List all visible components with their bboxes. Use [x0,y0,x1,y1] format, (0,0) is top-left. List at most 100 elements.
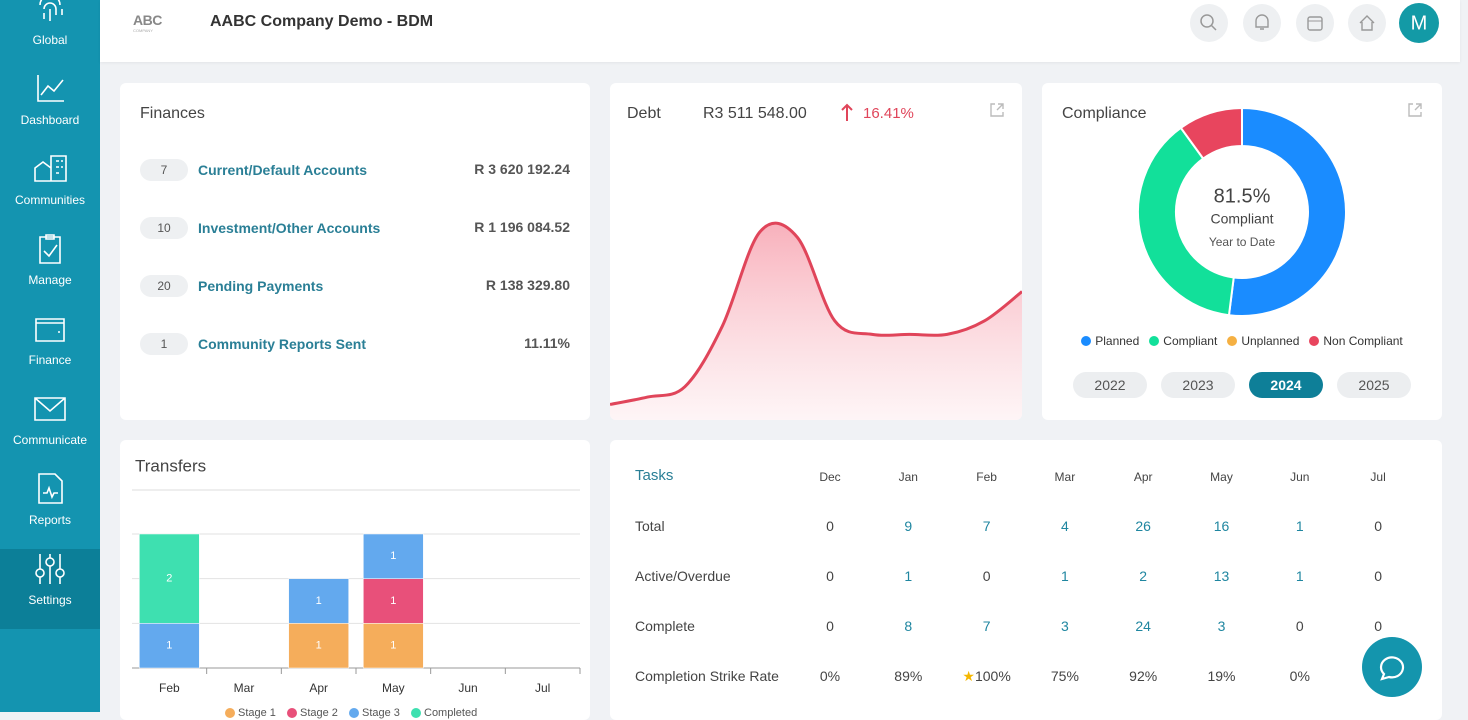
year-tab[interactable]: 2022 [1073,372,1147,398]
table-cell: 0 [1348,518,1408,534]
legend-dot [349,708,359,718]
year-tab[interactable]: 2024 [1249,372,1323,398]
table-cell: 0 [1270,618,1330,634]
row-label: Total [635,518,665,534]
x-tick-label: Mar [234,681,255,695]
cell-value: 0 [1295,618,1304,634]
bar-label: 1 [166,640,172,652]
nav-item[interactable]: Communities [0,149,100,229]
account-amount: R 1 196 084.52 [474,219,570,235]
column-header: Apr [1133,470,1153,484]
cell-value: 0 [1374,518,1382,534]
year-tabs: 2022 2023 2024 2025 [1042,372,1442,398]
count-pill: 20 [140,275,188,297]
cell-value: 0 [982,568,991,584]
home-button[interactable] [1348,4,1386,42]
account-link[interactable]: Investment/Other Accounts [198,220,381,236]
cell-value: 13 [1213,568,1230,584]
table-cell: 0% [800,668,860,684]
bar-label: 1 [390,595,396,607]
table-cell: 0 [957,568,1017,584]
nav-item[interactable]: Manage [0,229,100,309]
legend-dot [1149,336,1160,346]
cell-value: 89% [894,668,923,684]
transfers-card: Transfers Feb 1 2 Mar Apr 1 1 May 1 1 1 Jun Jul Stage… [120,440,590,720]
bar-segment [288,623,349,669]
table-cell: 3 [1035,618,1095,634]
account-link[interactable]: Community Reports Sent [198,336,367,352]
logo: ABC [133,12,162,28]
header: ABC COMPANY AABC Company Demo - BDM M [100,0,1460,62]
legend-dot [1227,336,1238,346]
bar-segment [288,578,349,624]
bar-segment [363,578,424,624]
table-cell: 75% [1035,668,1095,684]
avatar-initial: M [1411,12,1428,34]
nav-item[interactable]: Global [0,0,100,69]
legend-label: Planned [1095,334,1140,348]
calendar-button[interactable] [1296,4,1334,42]
cell-value: 0% [819,668,841,684]
table-cell: 9 [878,518,938,534]
nav-label: Reports [28,513,72,527]
cell-value: 0 [826,618,834,634]
cell-value: 24 [1135,618,1151,634]
table-cell: 19% [1192,668,1252,684]
x-tick-label: Apr [309,681,328,695]
table-cell: 92% [1113,668,1173,684]
account-link[interactable]: Pending Payments [198,278,324,294]
nav-label: Settings [28,593,72,607]
search-button[interactable] [1190,4,1228,42]
account-link[interactable]: Current/Default Accounts [198,162,368,178]
nav-item[interactable]: Dashboard [0,69,100,149]
open-link[interactable] [988,101,1006,119]
legend-item: Compliant [1149,334,1217,348]
bar-label: 1 [390,550,396,562]
donut-slice [1179,106,1243,161]
cell-value: 75% [1050,668,1079,684]
chat-button[interactable] [1360,636,1424,700]
table-cell: 7 [957,518,1017,534]
notifications-button[interactable] [1243,4,1281,42]
table-cell: 0 [1348,568,1408,584]
legend: Planned Compliant Unplanned Non Compliant [1042,334,1442,348]
cell-value: 1 [1295,518,1304,534]
nav-item[interactable]: Communicate [0,389,100,469]
cell-value: 8 [904,618,913,634]
row-label: Complete [635,618,695,634]
line [610,221,1022,406]
legend-item: Non Compliant [1309,334,1403,348]
bar-label: 1 [316,595,322,607]
bar-label: 1 [390,640,396,652]
nav-icon [38,473,63,504]
tasks-card: Tasks Dec Jan Feb Mar Apr May Jun Jul Total 0 9 7 4 2… [610,440,1442,720]
legend-label: Stage 2 [300,707,338,719]
table-cell: 26 [1113,518,1173,534]
table-cell: 1 [1270,518,1330,534]
center-sub: Year to Date [1209,235,1276,249]
table-cell: 1 [1270,568,1330,584]
nav-label: Global [32,33,68,47]
count-pill: 7 [140,159,188,181]
nav-icon [35,318,65,342]
table-cell: 0 [800,568,860,584]
avatar[interactable]: M [1399,3,1439,43]
open-link[interactable] [1406,101,1424,119]
table-cell: 13 [1192,568,1252,584]
cell-value: 92% [1129,668,1158,684]
legend-item: Unplanned [1227,334,1299,348]
nav-item[interactable]: Reports [0,469,100,549]
year-tab[interactable]: 2023 [1161,372,1235,398]
table-cell: 89% [878,668,938,684]
nav-item[interactable]: Finance [0,309,100,389]
cell-value: 1 [904,568,913,584]
year-tab[interactable]: 2025 [1337,372,1411,398]
donut-slice [1137,126,1235,317]
card-title: Compliance [1062,105,1147,122]
table-cell: ★100% [957,668,1017,685]
area [610,223,1022,420]
nav-icon [34,397,66,421]
table-cell: 3 [1192,618,1252,634]
nav-item[interactable]: Settings [0,549,100,629]
bar-segment [139,533,200,624]
